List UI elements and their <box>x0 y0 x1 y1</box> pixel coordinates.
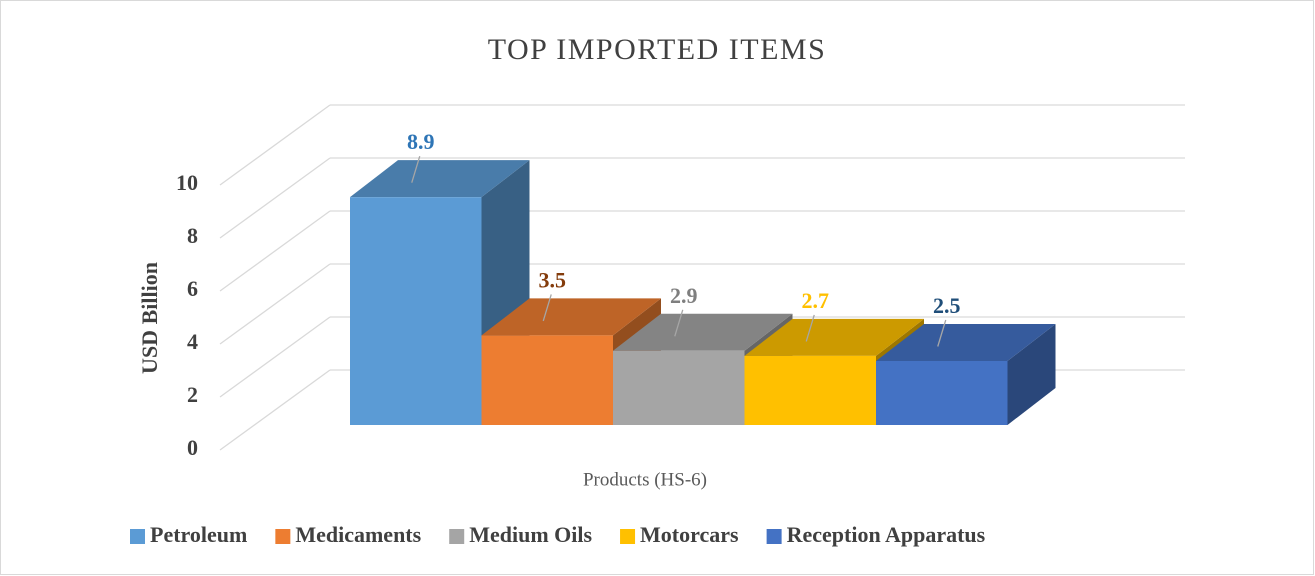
bar-top <box>350 160 530 198</box>
y-tick-label: 6 <box>187 276 198 301</box>
leader-line <box>542 294 552 322</box>
data-label: 2.9 <box>670 283 698 308</box>
y-tick-label: 2 <box>187 382 198 407</box>
bar <box>350 197 482 425</box>
legend-swatch <box>130 529 145 544</box>
leader-line <box>674 309 684 337</box>
bar-side <box>1007 324 1056 425</box>
leader-line <box>937 319 947 347</box>
legend-swatch <box>449 529 465 544</box>
legend-swatch <box>766 529 782 544</box>
data-label: 2.5 <box>933 293 961 318</box>
legend-swatch <box>275 529 291 544</box>
grid-line <box>219 316 331 398</box>
bar <box>876 361 1008 425</box>
data-label: 8.9 <box>407 129 435 154</box>
legend-label: Motorcars <box>640 522 739 547</box>
bar-top <box>613 313 793 351</box>
bar <box>481 335 613 425</box>
y-tick-label: 4 <box>187 329 198 354</box>
y-axis-title: USD Billion <box>137 262 162 374</box>
y-tick-label: 0 <box>187 435 198 460</box>
bar-top <box>481 298 661 336</box>
chart-title: TOP IMPORTED ITEMS <box>488 33 827 66</box>
legend-label: Medicaments <box>295 522 421 547</box>
y-tick-label: 10 <box>176 170 198 195</box>
bar <box>744 355 876 425</box>
legend-label: Medium Oils <box>469 522 592 547</box>
y-tick-label: 8 <box>187 223 198 248</box>
grid-line <box>219 104 331 186</box>
grid-line <box>219 369 331 451</box>
legend-label: Petroleum <box>150 522 247 547</box>
grid-line <box>219 210 331 292</box>
leader-line <box>805 314 815 342</box>
bar-top <box>744 318 924 356</box>
leader-line <box>411 155 421 183</box>
legend-label: Reception Apparatus <box>787 522 986 547</box>
legend-swatch <box>620 529 636 544</box>
data-label: 3.5 <box>539 267 567 292</box>
data-label: 2.7 <box>802 288 830 313</box>
bar <box>613 350 745 425</box>
x-axis-title: Products (HS-6) <box>583 469 707 490</box>
grid-line <box>219 263 331 345</box>
bar-top <box>876 324 1056 361</box>
grid-line <box>219 157 331 239</box>
